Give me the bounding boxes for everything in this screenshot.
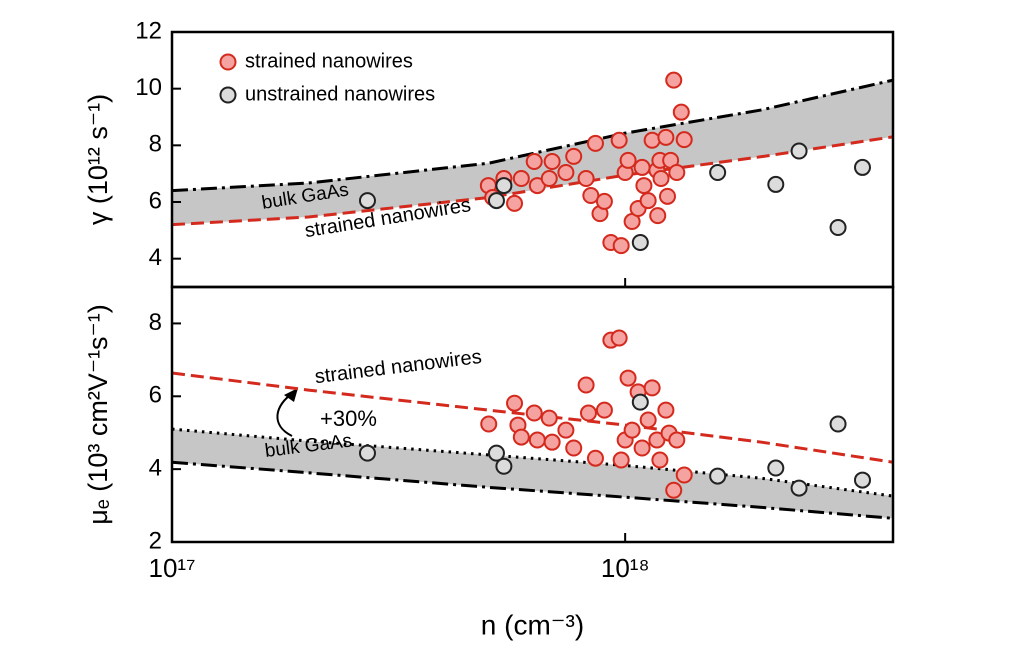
y-tick-label: 6 — [149, 187, 162, 214]
point — [528, 431, 546, 449]
point — [358, 444, 376, 462]
point — [767, 459, 785, 477]
point — [495, 457, 513, 475]
point — [495, 177, 513, 195]
point — [487, 192, 505, 210]
point — [577, 169, 595, 187]
line — [171, 427, 894, 498]
y-tick-label: 6 — [149, 382, 162, 409]
point — [586, 449, 604, 467]
point — [586, 134, 604, 152]
point — [525, 404, 543, 422]
point — [643, 131, 661, 149]
point — [675, 466, 693, 484]
point — [668, 431, 686, 449]
point — [595, 401, 613, 419]
point — [512, 169, 530, 187]
point — [853, 158, 871, 176]
y-tick-label: 10 — [135, 74, 162, 101]
legend-marker — [219, 86, 237, 104]
point — [595, 192, 613, 210]
point — [543, 152, 561, 170]
y-tick-label: 4 — [149, 454, 162, 481]
y-axis-label: μₑ (10³ cm²V⁻¹s⁻¹) — [83, 304, 113, 525]
point — [358, 192, 376, 210]
point — [619, 151, 637, 169]
legend-marker — [219, 53, 237, 71]
line — [171, 460, 894, 520]
y-axis-label: γ (10¹² s⁻¹) — [83, 94, 113, 225]
point — [579, 404, 597, 422]
point — [709, 467, 727, 485]
point — [649, 207, 667, 225]
point — [829, 219, 847, 236]
point — [658, 187, 676, 205]
band — [172, 80, 893, 225]
point — [631, 393, 649, 411]
point — [565, 147, 583, 165]
point — [639, 411, 657, 429]
point — [612, 237, 630, 255]
point — [623, 421, 641, 439]
y-tick-label: 2 — [149, 527, 162, 554]
point — [633, 439, 651, 457]
point — [540, 409, 558, 427]
point — [506, 194, 524, 212]
point — [512, 428, 530, 446]
point — [540, 169, 558, 187]
annotation: +30% — [320, 406, 377, 431]
legend-label: unstrained nanowires — [245, 83, 435, 105]
point — [668, 164, 686, 182]
point — [612, 451, 630, 469]
point — [631, 234, 649, 252]
point — [639, 192, 657, 210]
point — [665, 71, 683, 89]
point — [582, 186, 600, 204]
y-tick-label: 8 — [149, 131, 162, 158]
y-tick-label: 4 — [149, 244, 162, 271]
point — [675, 131, 693, 149]
line — [171, 78, 894, 193]
point — [633, 158, 651, 176]
point — [557, 421, 575, 439]
point — [487, 444, 505, 462]
point — [543, 433, 561, 451]
point — [790, 479, 808, 497]
point — [652, 169, 670, 187]
arrow-head — [284, 388, 298, 402]
point — [672, 103, 690, 121]
point — [651, 451, 669, 469]
point — [577, 376, 595, 394]
point — [525, 152, 543, 170]
x-axis-label: n (cm⁻³) — [481, 609, 584, 640]
band — [172, 429, 893, 519]
legend-label: strained nanowires — [245, 50, 413, 72]
point — [619, 369, 637, 387]
point — [557, 164, 575, 182]
point — [709, 164, 727, 182]
point — [657, 128, 675, 146]
annotation: strained nanowires — [314, 346, 483, 388]
point — [657, 401, 675, 419]
point — [480, 415, 498, 433]
x-tick-label: 10¹⁷ — [149, 553, 196, 583]
y-tick-label: 12 — [135, 17, 162, 44]
point — [853, 471, 871, 489]
point — [635, 177, 653, 195]
point — [565, 439, 583, 457]
point — [610, 131, 628, 149]
point — [790, 142, 808, 160]
point — [829, 415, 847, 433]
line — [171, 135, 894, 227]
point — [506, 394, 524, 412]
point — [767, 175, 785, 193]
y-tick-label: 8 — [149, 309, 162, 336]
point — [665, 481, 683, 499]
plot-frame — [170, 285, 895, 544]
point — [610, 329, 628, 347]
point — [643, 379, 661, 397]
x-tick-label: 10¹⁸ — [601, 553, 650, 583]
